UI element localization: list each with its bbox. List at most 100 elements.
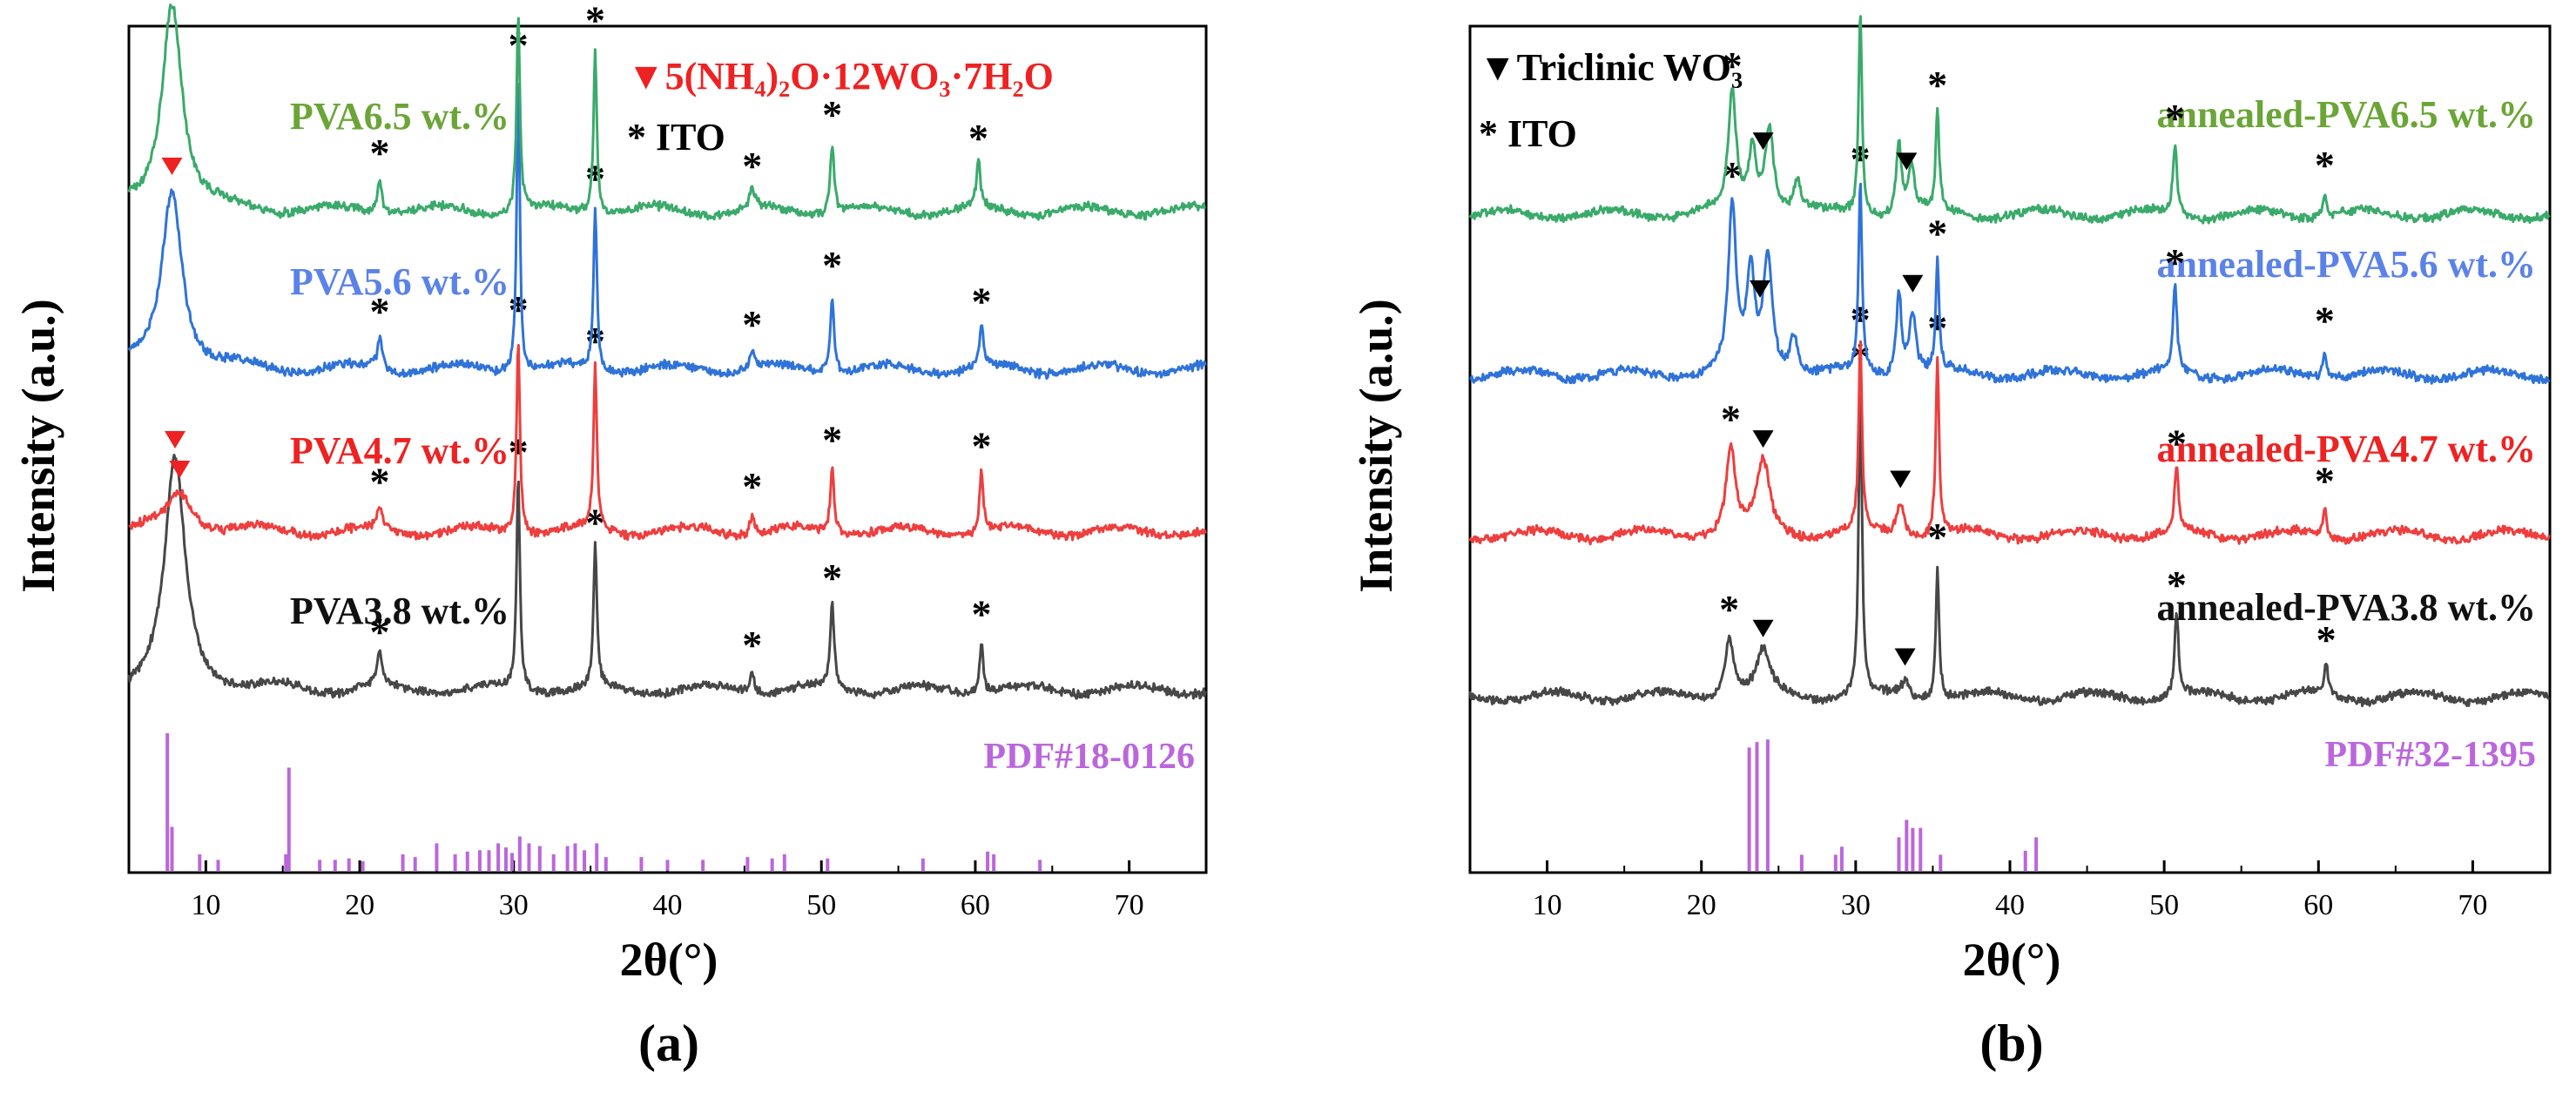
ito-peak-marker: * <box>2167 563 2187 607</box>
phase-peak-marker <box>1896 152 1918 171</box>
series-label-b-0: annealed-PVA3.8 wt.% <box>2156 586 2536 629</box>
ito-peak-marker: * <box>509 0 529 11</box>
series-label-a-3: PVA6.5 wt.% <box>290 95 509 138</box>
reference-label-b: PDF#32-1395 <box>2324 735 2536 775</box>
ito-peak-marker: * <box>585 501 605 545</box>
panel-b-xrd-chart: 10 20 30 40 50 60 70 2θ(°) Intensity (a.u.) (b) ▼T… <box>1350 0 2552 1072</box>
ito-peak-marker: * <box>971 591 991 636</box>
phase-peak-marker <box>1752 132 1774 151</box>
series-label-a-1: PVA4.7 wt.% <box>290 429 509 472</box>
ito-peak-marker: * <box>1851 0 1871 5</box>
panel-label-b: (b) <box>1979 1015 2043 1072</box>
series-label-b-1: annealed-PVA4.7 wt.% <box>2156 428 2536 470</box>
panel-a-xrd-chart: 10 20 30 40 50 60 70 2θ(°) Intensity (a.u.) (a) ▼5… <box>12 0 1208 1072</box>
x-axis-label-a: 2θ(°) <box>620 934 718 986</box>
legend-marker: ▼ <box>1479 46 1517 89</box>
x-tick-label-70: 70 <box>1115 889 1144 921</box>
x-tick-label-30: 30 <box>1841 889 1871 921</box>
ito-peak-marker: * <box>2167 421 2187 465</box>
legend-text: ITO <box>656 116 725 158</box>
series-line-b-1 <box>1468 340 2551 546</box>
ito-peak-marker: * <box>971 279 991 323</box>
ito-peak-marker: * <box>509 287 529 332</box>
panel-label-a: (a) <box>638 1015 699 1072</box>
x-tick-label-40: 40 <box>653 889 683 921</box>
ito-peak-marker: * <box>370 610 390 654</box>
x-tick-label-40: 40 <box>1995 889 2025 921</box>
y-axis-label-b: Intensity (a.u.) <box>1350 299 1402 593</box>
phase-peak-marker <box>1752 430 1774 448</box>
series-line-b-3 <box>1468 15 2551 225</box>
ito-peak-marker: * <box>1721 397 1741 442</box>
ito-peak-marker: * <box>742 464 762 509</box>
phase-peak-marker <box>1752 619 1774 637</box>
ito-peak-marker: * <box>2316 617 2337 662</box>
x-tick-label-20: 20 <box>345 889 374 921</box>
ito-peak-marker: * <box>971 424 991 469</box>
ito-peak-marker: * <box>509 430 529 475</box>
legend-marker: * <box>1479 112 1507 155</box>
x-tick-label-50: 50 <box>2149 889 2179 921</box>
x-tick-label-10: 10 <box>191 889 220 921</box>
ito-peak-marker: * <box>822 92 842 137</box>
ito-peak-marker: * <box>1851 298 1871 342</box>
series-label-b-3: annealed-PVA6.5 wt.% <box>2156 93 2536 136</box>
x-tick-label-10: 10 <box>1533 889 1562 921</box>
ito-peak-marker: * <box>968 116 988 160</box>
phase-peak-marker <box>161 157 183 175</box>
legend-entry-a-1: * ITO <box>627 116 725 158</box>
x-tick-label-60: 60 <box>961 889 990 921</box>
legend-text: 5(NH₄)₂O·12WO₃·7H₂O <box>665 55 1054 98</box>
legend-text: ITO <box>1507 112 1577 155</box>
series-line-a-1 <box>128 344 1207 542</box>
phase-peak-marker <box>1890 470 1912 489</box>
series-label-a-2: PVA5.6 wt.% <box>290 260 509 303</box>
ito-peak-marker: * <box>2315 143 2335 187</box>
legend-entry-b-0: ▼Triclinic WO₃ <box>1479 46 1743 89</box>
ito-peak-marker: * <box>1927 306 1947 350</box>
phase-peak-marker <box>169 460 191 478</box>
ito-peak-marker: * <box>2165 96 2185 140</box>
series-line-a-2 <box>127 83 1207 381</box>
ito-peak-marker: * <box>1851 137 1871 181</box>
ito-peak-marker: * <box>1927 63 1947 107</box>
ito-peak-marker: * <box>2165 240 2185 285</box>
phase-peak-marker <box>1902 274 1924 293</box>
x-tick-label-60: 60 <box>2303 889 2333 921</box>
ito-peak-marker: * <box>742 302 762 347</box>
series-line-a-0 <box>127 454 1207 700</box>
ito-peak-marker: * <box>742 623 762 667</box>
series-line-b-2 <box>1469 182 2551 385</box>
ito-peak-marker: * <box>370 131 390 175</box>
reference-label-a: PDF#18-0126 <box>983 737 1195 777</box>
legend-marker: ▼ <box>627 55 665 98</box>
ito-peak-marker: * <box>585 0 605 43</box>
legend-entry-b-1: * ITO <box>1479 112 1577 155</box>
series-line-b-0 <box>1468 384 2551 708</box>
series-label-b-2: annealed-PVA5.6 wt.% <box>2156 243 2536 286</box>
legend-marker: * <box>627 116 656 158</box>
series-line-a-3 <box>127 3 1206 221</box>
phase-peak-marker <box>165 430 186 448</box>
x-tick-label-20: 20 <box>1687 889 1716 921</box>
ito-peak-marker: * <box>370 289 390 334</box>
ito-peak-marker: * <box>2315 299 2335 343</box>
ito-peak-marker: * <box>370 460 390 504</box>
ito-peak-marker: * <box>2315 459 2335 503</box>
legend-text: Triclinic WO₃ <box>1517 46 1743 89</box>
ito-peak-marker: * <box>1723 44 1743 88</box>
ito-peak-marker: * <box>822 556 842 600</box>
ito-peak-marker: * <box>822 417 842 462</box>
x-tick-label-50: 50 <box>806 889 836 921</box>
x-tick-label-70: 70 <box>2458 889 2487 921</box>
legend-entry-a-0: ▼5(NH₄)₂O·12WO₃·7H₂O <box>627 55 1054 98</box>
x-axis-label-b: 2θ(°) <box>1963 934 2061 986</box>
phase-peak-marker <box>1894 648 1916 666</box>
series-label-a-0: PVA3.8 wt.% <box>290 590 509 632</box>
ito-peak-marker: * <box>742 144 762 188</box>
ito-peak-marker: * <box>1927 212 1947 256</box>
phase-peak-marker <box>1750 280 1771 298</box>
ito-peak-marker: * <box>822 243 842 287</box>
ito-peak-marker: * <box>1927 515 1947 559</box>
